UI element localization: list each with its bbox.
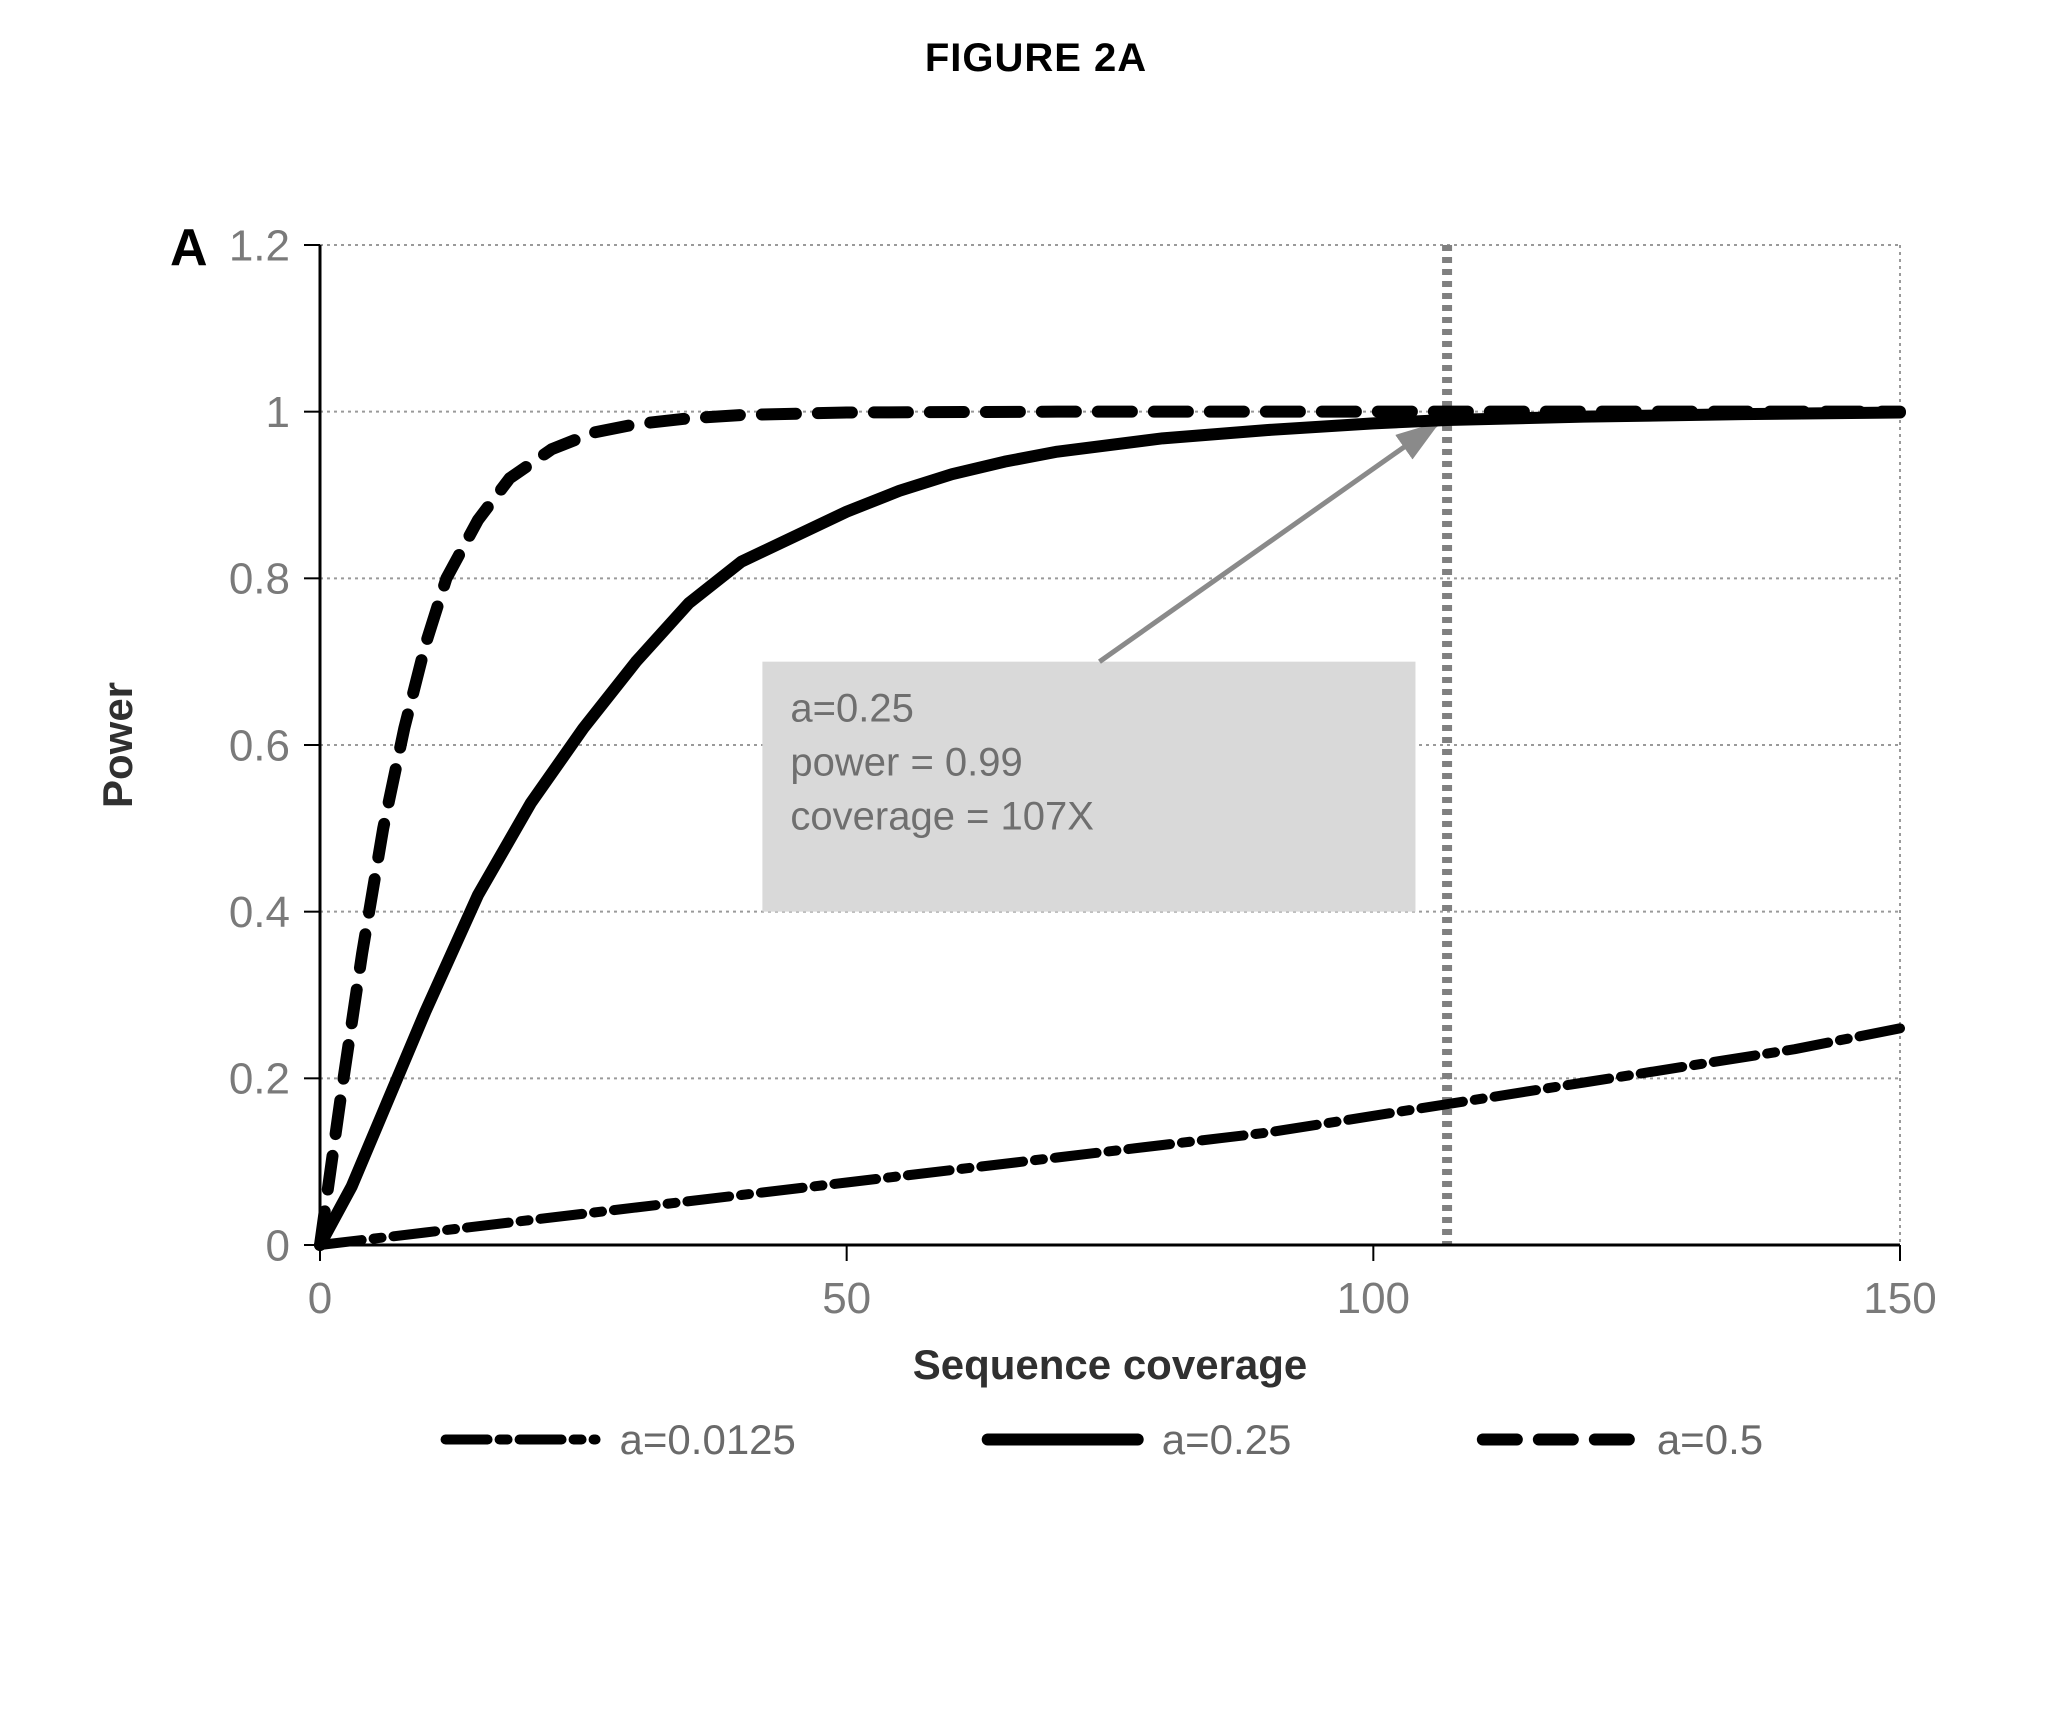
svg-text:Power: Power [94, 682, 141, 808]
power-vs-coverage-chart: 0 0.2 0.4 0.6 0.8 1 1.2 0 50 100 150 a=0.25 power = … [90, 180, 1970, 1680]
svg-text:0.8: 0.8 [229, 555, 290, 604]
svg-text:0.2: 0.2 [229, 1055, 290, 1104]
svg-text:a=0.25: a=0.25 [790, 687, 913, 731]
svg-text:a=0.5: a=0.5 [1657, 1416, 1763, 1463]
svg-text:1.2: 1.2 [229, 221, 290, 270]
svg-text:50: 50 [822, 1274, 871, 1323]
svg-text:Sequence coverage: Sequence coverage [913, 1341, 1308, 1388]
svg-text:power = 0.99: power = 0.99 [790, 741, 1022, 785]
svg-text:a=0.25: a=0.25 [1162, 1416, 1292, 1463]
svg-text:coverage = 107X: coverage = 107X [790, 795, 1094, 839]
page: FIGURE 2A 0 0.2 0.4 0.6 0.8 1 1.2 0 50 100 150 a=0.… [0, 0, 2072, 1727]
svg-text:a=0.0125: a=0.0125 [620, 1416, 796, 1463]
svg-text:0: 0 [308, 1274, 332, 1323]
svg-text:150: 150 [1863, 1274, 1936, 1323]
svg-text:1: 1 [266, 388, 290, 437]
svg-text:0.4: 0.4 [229, 888, 290, 937]
figure-title: FIGURE 2A [0, 36, 2072, 81]
svg-text:0.6: 0.6 [229, 721, 290, 770]
svg-text:0: 0 [266, 1221, 290, 1270]
svg-text:100: 100 [1337, 1274, 1410, 1323]
svg-text:A: A [170, 219, 208, 277]
